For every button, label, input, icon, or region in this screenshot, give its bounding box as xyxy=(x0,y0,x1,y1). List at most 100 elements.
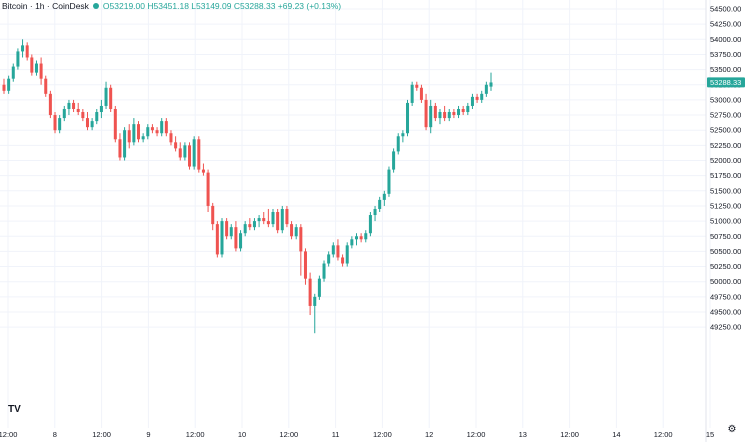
candle-body xyxy=(396,136,400,152)
candle-body xyxy=(252,221,256,228)
y-tick-label: 54500.00 xyxy=(710,5,741,14)
candle-body xyxy=(452,112,456,116)
candle-body xyxy=(401,133,405,137)
x-tick-label: 12:00 xyxy=(186,430,205,439)
candle-body xyxy=(99,105,103,113)
candle-body xyxy=(475,96,479,100)
candle-body xyxy=(336,245,340,258)
y-tick-label: 52750.00 xyxy=(710,111,741,120)
candle-body xyxy=(257,218,261,222)
candle-body xyxy=(239,233,243,249)
y-tick-label: 50750.00 xyxy=(710,232,741,241)
candle-body xyxy=(466,105,470,113)
y-tick-label: 54250.00 xyxy=(710,20,741,29)
candle-body xyxy=(197,139,201,170)
candle-body xyxy=(234,227,238,249)
candle-body xyxy=(76,108,80,113)
x-tick-label: 12:00 xyxy=(467,430,486,439)
x-tick-label: 11 xyxy=(332,430,340,439)
candle-body xyxy=(183,145,187,158)
candle-body xyxy=(53,115,57,131)
candle-body xyxy=(480,93,484,100)
last-price-tag-bg xyxy=(707,77,745,88)
candle-body xyxy=(299,227,303,252)
candle-body xyxy=(141,136,145,140)
y-tick-label: 52250.00 xyxy=(710,141,741,150)
candle-body xyxy=(457,108,461,116)
candle-body xyxy=(132,124,136,143)
candle-body xyxy=(406,102,410,134)
candle-body xyxy=(220,221,224,255)
candle-body xyxy=(382,193,386,200)
x-tick-label: 12:00 xyxy=(560,430,579,439)
time-axis[interactable]: 12:00 8 12:00 9 12:00 10 12:00 11 12:00 12 12:00 13… xyxy=(0,430,714,439)
x-tick-label: 12 xyxy=(425,430,433,439)
candle-body xyxy=(127,130,131,143)
last-price-tag: 53288.33 xyxy=(707,77,745,88)
y-tick-label: 51250.00 xyxy=(710,201,741,210)
candle-body xyxy=(95,112,99,122)
y-tick-label: 51750.00 xyxy=(710,171,741,180)
grid-lines xyxy=(0,0,711,428)
candle-body xyxy=(248,224,252,228)
y-tick-label: 50500.00 xyxy=(710,247,741,256)
candle-body xyxy=(81,112,85,119)
y-tick-label: 53000.00 xyxy=(710,95,741,104)
candle-body xyxy=(104,87,108,106)
candle-body xyxy=(160,121,164,134)
candle-body xyxy=(11,66,15,79)
candle-body xyxy=(378,199,382,209)
candle-body xyxy=(331,245,335,255)
candle-body xyxy=(290,224,294,237)
symbol-title[interactable]: Bitcoin · 1h · CoinDesk xyxy=(2,1,89,11)
candle-body xyxy=(169,133,173,143)
y-tick-label: 52000.00 xyxy=(710,156,741,165)
candle-body xyxy=(345,245,349,264)
candle-body xyxy=(294,227,298,237)
candle-body xyxy=(109,87,113,109)
candle-body xyxy=(62,108,66,119)
candle-body xyxy=(489,82,493,87)
x-tick-label: 12:00 xyxy=(92,430,111,439)
candle-body xyxy=(2,84,6,91)
candle-body xyxy=(317,278,321,297)
y-tick-label: 53500.00 xyxy=(710,65,741,74)
candle-body xyxy=(21,45,25,52)
candle-body xyxy=(354,236,359,240)
candle-body xyxy=(16,51,20,67)
y-tick-label: 52500.00 xyxy=(710,126,741,135)
x-tick-label: 10 xyxy=(238,430,246,439)
candle-body xyxy=(7,78,11,91)
x-tick-label: 12:00 xyxy=(654,430,673,439)
candle-body xyxy=(313,296,317,306)
y-tick-label: 51000.00 xyxy=(710,217,741,226)
candle-body xyxy=(150,127,154,131)
candle-body xyxy=(392,151,396,170)
last-price-label: 53288.33 xyxy=(710,78,741,87)
candle-body xyxy=(350,239,354,246)
candle-body xyxy=(368,215,372,234)
candle-body xyxy=(90,121,94,128)
candle-body xyxy=(359,236,363,240)
candle-body xyxy=(387,169,391,194)
price-axis[interactable]: 54500.00 54250.00 54000.00 53750.00 53500.00… xyxy=(710,5,741,332)
settings-icon[interactable]: ⚙ xyxy=(727,424,737,435)
candle-body xyxy=(206,172,210,206)
y-tick-label: 49500.00 xyxy=(710,308,741,317)
candle-body xyxy=(192,139,196,167)
candle-body xyxy=(30,57,34,73)
candle-body xyxy=(164,121,168,134)
candle-body xyxy=(373,208,377,216)
candle-body xyxy=(461,108,465,113)
y-tick-label: 50250.00 xyxy=(710,262,741,271)
legend: Bitcoin · 1h · CoinDesk O53219.00 H53451… xyxy=(2,1,341,11)
y-tick-label: 49250.00 xyxy=(710,323,741,332)
tradingview-logo-icon[interactable]: TV xyxy=(8,404,21,415)
x-tick-label: 12:00 xyxy=(279,430,298,439)
candle-body xyxy=(308,278,312,306)
candles xyxy=(2,39,493,334)
x-tick-label: 14 xyxy=(612,430,620,439)
candle-body xyxy=(178,148,182,158)
